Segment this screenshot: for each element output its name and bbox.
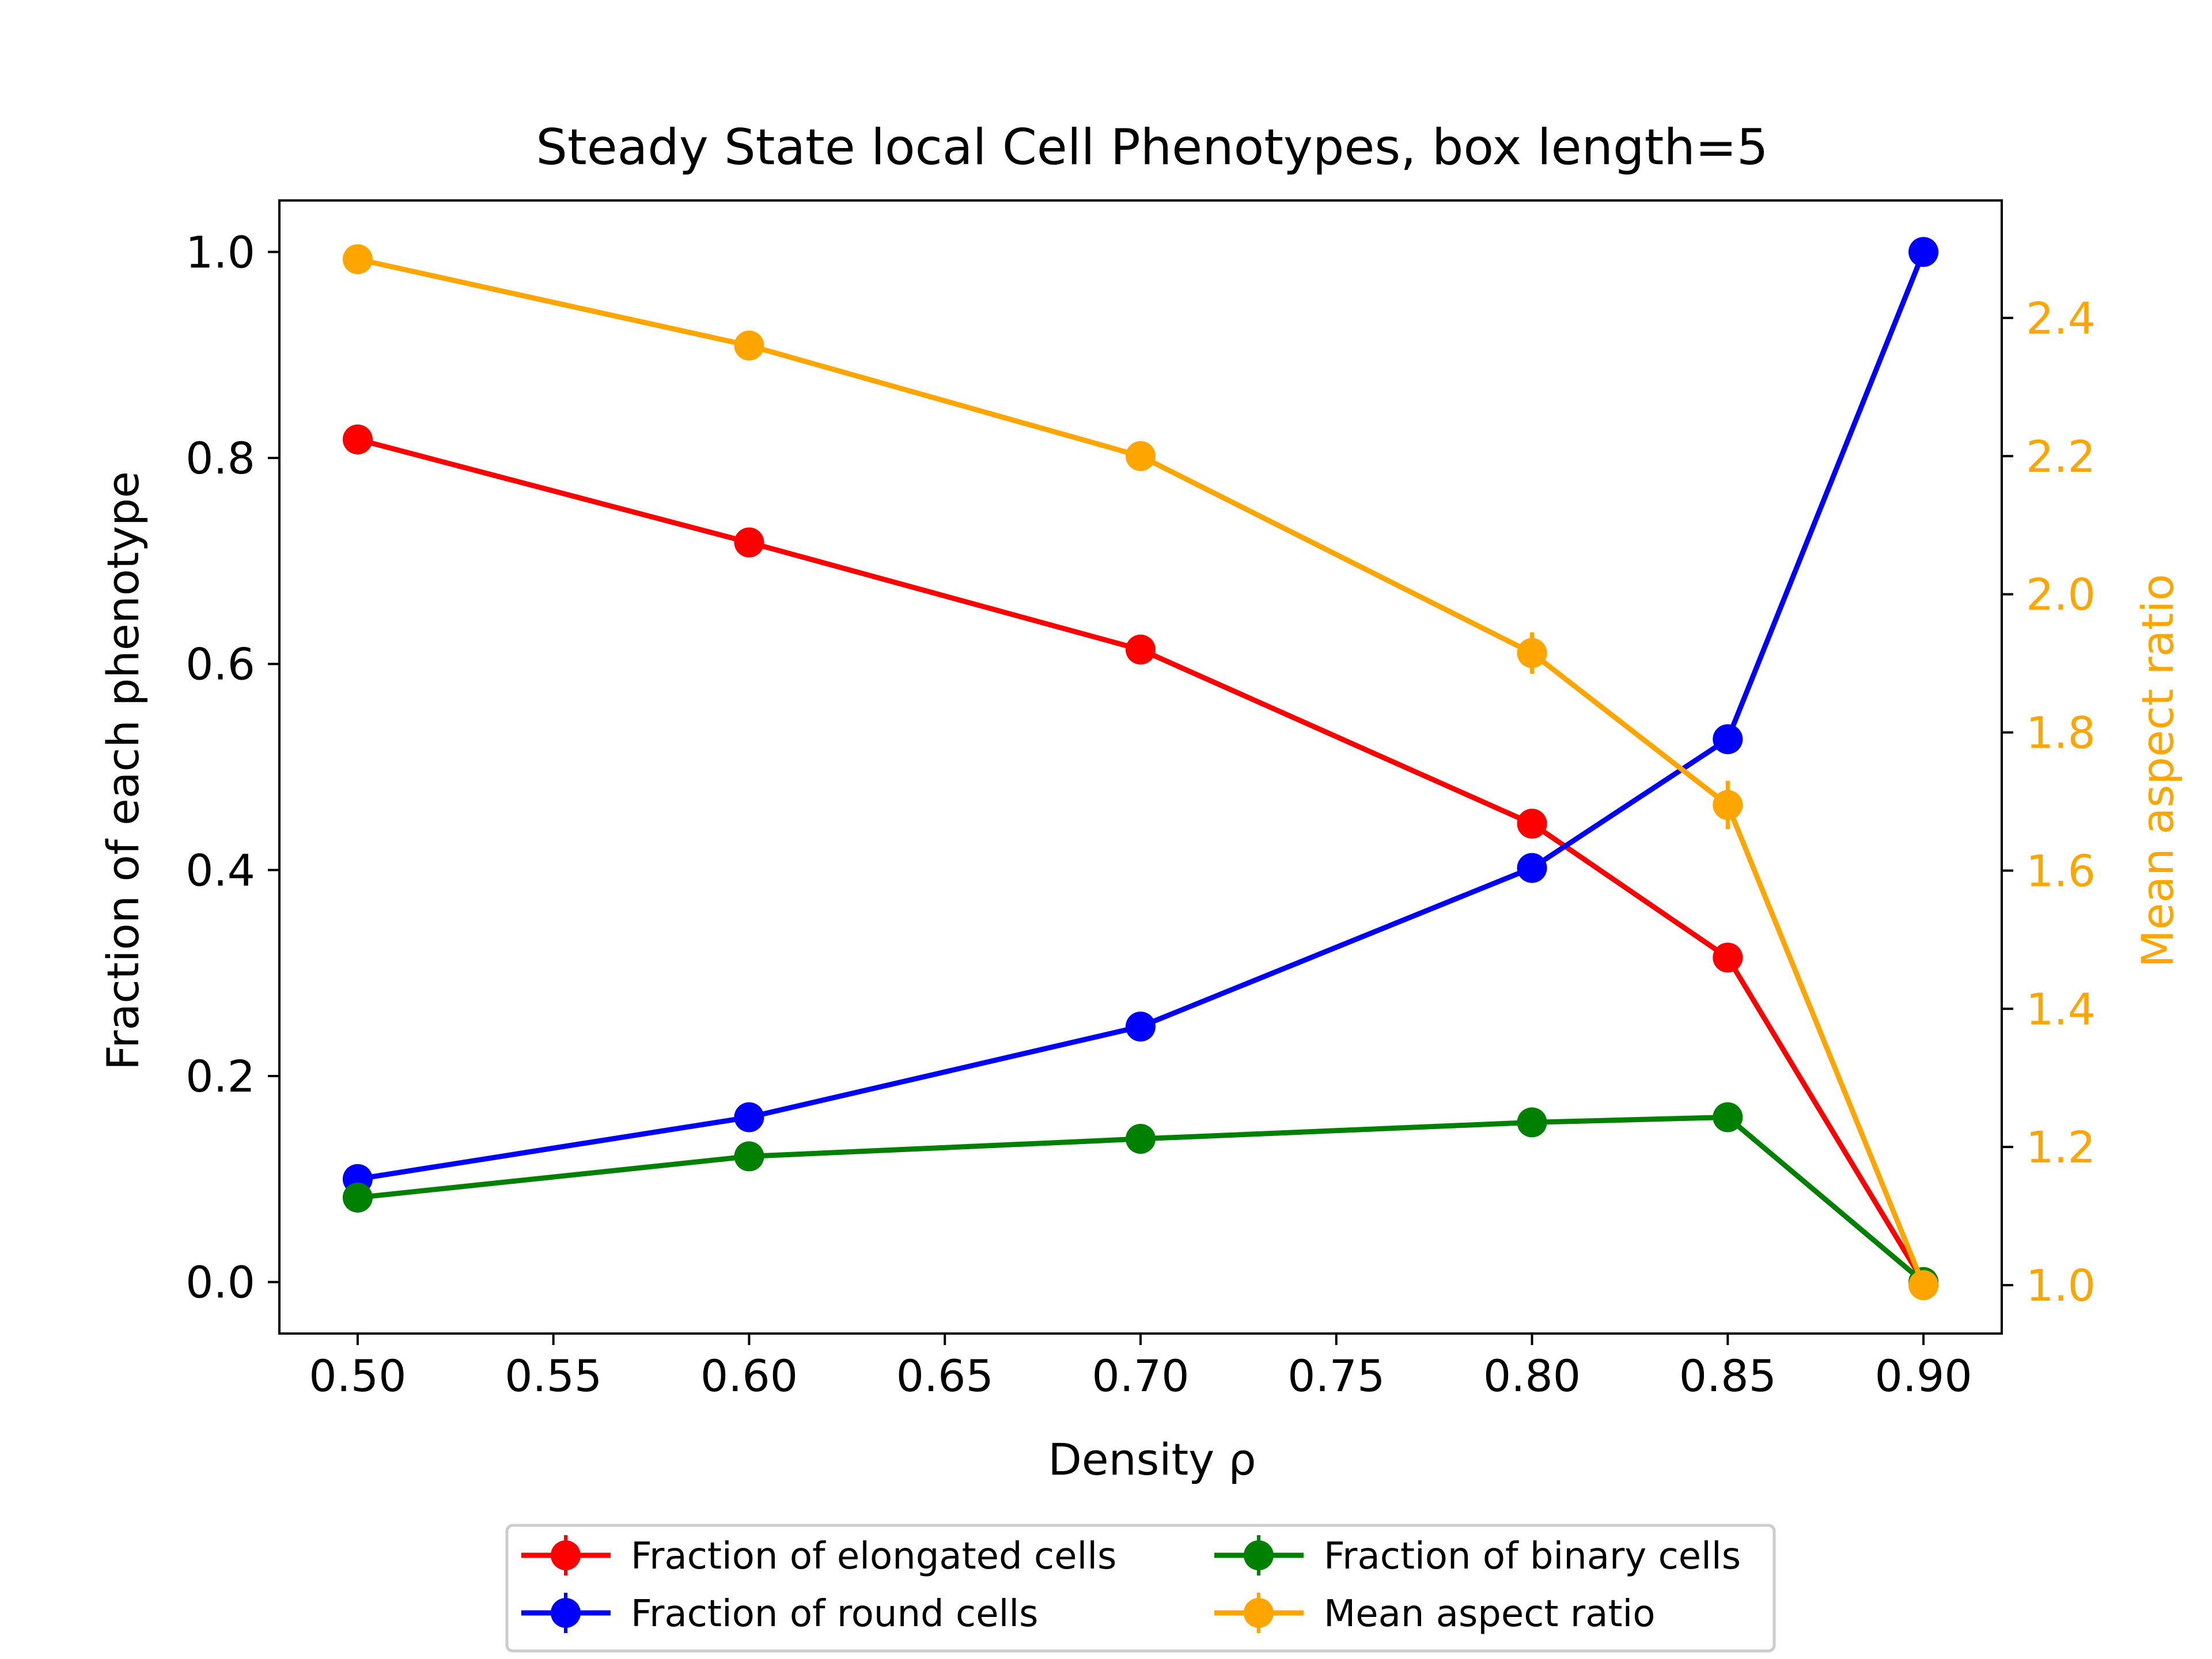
legend-label: Fraction of round cells [631, 1593, 1038, 1635]
x-tick-label: 0.60 [700, 1350, 798, 1402]
data-point [734, 527, 764, 558]
right-tick-label: 2.0 [2026, 569, 2096, 620]
data-point [1126, 1124, 1156, 1154]
y-tick-label: 1.0 [185, 226, 255, 278]
series-mean-aspect-ratio [342, 244, 1939, 1301]
legend-item-fraction-of-round-cells: Fraction of round cells [521, 1593, 1038, 1635]
series-line [357, 256, 1926, 1286]
data-point [1126, 1012, 1156, 1042]
data-point [1126, 634, 1156, 665]
legend-swatch-marker [1244, 1540, 1274, 1570]
legend: Fraction of elongated cells Fraction of b… [505, 1524, 1776, 1653]
y-tick-label: 0.4 [185, 844, 255, 896]
y-axis-label: Fraction of each phenotype [97, 471, 149, 1070]
y-tick-label: 0.8 [185, 433, 255, 484]
series-layer [342, 237, 1939, 1301]
data-point [734, 1102, 764, 1132]
data-point [1517, 1107, 1547, 1138]
right-tick-label: 1.0 [2026, 1260, 2096, 1311]
x-tick-label: 0.50 [309, 1350, 406, 1402]
legend-item-mean-aspect-ratio: Mean aspect ratio [1214, 1593, 1655, 1635]
data-point [734, 1141, 764, 1172]
data-point [1126, 441, 1156, 471]
x-tick-label: 0.90 [1874, 1350, 1972, 1402]
data-point [1713, 724, 1743, 755]
legend-swatch-marker [551, 1598, 581, 1628]
data-point [342, 244, 373, 274]
data-point [1713, 942, 1743, 973]
x-tick-label: 0.75 [1287, 1350, 1385, 1402]
data-point [1713, 790, 1743, 820]
legend-label: Mean aspect ratio [1324, 1593, 1655, 1635]
x-tick-label: 0.80 [1483, 1350, 1581, 1402]
y-tick-label: 0.6 [185, 639, 255, 690]
series-fraction-of-elongated-cells [342, 424, 1939, 1297]
right-tick-label: 2.2 [2026, 431, 2096, 482]
y-tick-label: 0.2 [185, 1051, 255, 1102]
legend-label: Fraction of binary cells [1324, 1535, 1741, 1578]
data-point [734, 330, 764, 361]
x-tick-label: 0.70 [1092, 1350, 1189, 1402]
data-point [1713, 1102, 1743, 1132]
series-line [357, 437, 1926, 1283]
x-tick-label: 0.65 [896, 1350, 994, 1402]
legend-item-fraction-of-binary-cells: Fraction of binary cells [1214, 1535, 1741, 1578]
right-axis-label: Mean aspect ratio [2132, 574, 2183, 967]
data-point [342, 1182, 373, 1213]
right-tick-label: 1.6 [2026, 845, 2096, 896]
legend-swatch-marker [551, 1540, 581, 1570]
right-tick-label: 2.4 [2026, 293, 2096, 344]
data-point [342, 424, 373, 454]
x-axis-label: Density ρ [1048, 1434, 1256, 1485]
series-line [357, 251, 1926, 1182]
data-point [1517, 638, 1547, 668]
right-tick-label: 1.8 [2026, 707, 2096, 759]
legend-box [505, 1524, 1776, 1653]
axes-layer: 0.50 0.55 0.60 0.65 0.70 0.75 0.80 0.85 0.90 0.0 0… [185, 199, 2096, 1402]
x-tick-label: 0.85 [1679, 1350, 1777, 1402]
legend-item-fraction-of-elongated-cells: Fraction of elongated cells [521, 1535, 1116, 1578]
data-point [1908, 1270, 1939, 1301]
x-tick-label: 0.55 [505, 1350, 602, 1402]
data-point [1517, 853, 1547, 883]
chart-title: Steady State local Cell Phenotypes, box … [536, 119, 1768, 176]
legend-label: Fraction of elongated cells [631, 1535, 1116, 1578]
legend-swatch-marker [1244, 1598, 1274, 1628]
series-fraction-of-round-cells [342, 237, 1939, 1194]
series-line [357, 1114, 1925, 1285]
data-point [1908, 237, 1939, 267]
right-tick-label: 1.2 [2026, 1122, 2096, 1173]
right-tick-label: 1.4 [2026, 983, 2096, 1035]
data-point [1517, 808, 1547, 839]
y-tick-label: 0.0 [185, 1257, 255, 1308]
